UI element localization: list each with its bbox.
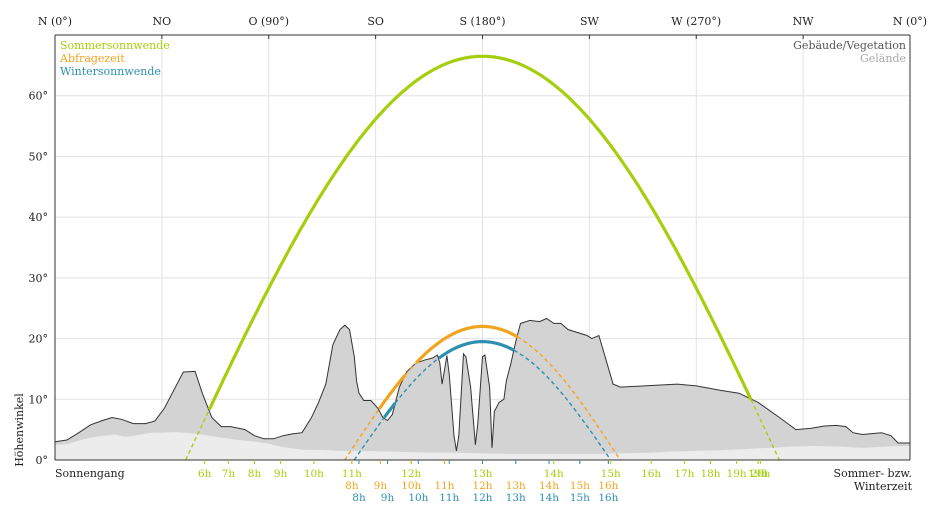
legend-obstacle-entry: Gebäude/Vegetation [793,39,906,52]
query-hour-label: 8h [345,480,359,492]
x-tick-label: SW [580,15,600,28]
y-tick-label: 50° [29,150,49,163]
time-mode-label-line2: Winterzeit [854,480,913,493]
query-hour-label: 12h [472,480,492,492]
summer-hour-label: 12h [401,468,421,480]
axes: N (0°) NO O (90°) SO S (180°) SW W (270°) NW N (… [29,15,928,467]
summer-hour-label: 6h [198,468,212,480]
query-sun-path-visible [377,373,407,410]
x-tick-label: N (0°) [893,15,927,28]
summer-hour-label: 7h [222,468,236,480]
summer-hour-label: 11h [342,468,362,480]
query-hour-label: 11h [434,480,454,492]
y-tick-label: 0° [36,454,49,467]
summer-hour-label: 19h [748,468,768,480]
sonnengang-label: Sonnengang [55,467,125,480]
query-sun-path-hidden [344,408,380,461]
summer-hour-label: 15h [601,468,621,480]
query-hour-label: 16h [598,480,618,492]
summer-sun-path-hidden [750,399,781,461]
winter-hour-label: 13h [506,492,526,504]
legend-entry: Abfragezeit [59,52,125,65]
sun-curves [184,54,781,461]
winter-hour-label: 12h [472,492,492,504]
y-axis-label: Höhenwinkel [13,393,26,467]
y-tick-label: 10° [29,393,49,406]
x-tick-label: SO [367,15,384,28]
winter-sun-path-hidden [353,416,385,461]
query-hour-label: 10h [401,480,421,492]
summer-hour-label: 20h [750,468,770,480]
x-tick-label: S (180°) [459,15,505,28]
summer-hour-label: 17h [674,468,694,480]
query-hour-label: 15h [570,480,590,492]
y-tick-label: 40° [29,211,49,224]
summer-hour-label: 14h [544,468,564,480]
buildings-vegetation-outline [54,317,910,451]
winter-hour-label: 11h [439,492,459,504]
winter-hour-label: 10h [408,492,428,504]
y-tick-label: 60° [29,90,49,103]
buildings-vegetation-area [55,318,910,460]
query-sun-path-visible [415,324,519,364]
winter-sun-path-visible [383,401,397,419]
x-tick-label: NO [153,15,172,28]
legend-obstacle-entry: Gelände [860,52,906,65]
grid [54,35,911,460]
query-sun-path-hidden [517,336,621,461]
time-mode-label-line1: Sommer- bzw. [834,467,912,480]
winter-hour-label: 9h [381,492,395,504]
legend: SommersonnwendeAbfragezeitWintersonnwend… [59,39,906,78]
query-sun-path-hidden [404,362,417,376]
winter-sun-path-visible [437,340,515,360]
legend-entry: Wintersonnwende [60,65,161,78]
x-tick-label: N (0°) [38,15,72,28]
query-hour-label: 9h [374,480,388,492]
hour-labels: 6h 7h 8h 9h 10h 11h 12h 13h 14h 15h 16h 17h 18h 19h 19… [198,460,771,504]
summer-hour-label: 19h [727,468,747,480]
summer-hour-label: 8h [248,468,262,480]
y-tick-label: 30° [29,272,49,285]
summer-hour-label: 18h [700,468,720,480]
winter-hour-label: 15h [570,492,590,504]
x-tick-label: O (90°) [248,15,289,28]
winter-hour-label: 8h [352,492,366,504]
obstacle-profiles [54,317,910,460]
terrain-area [55,432,910,460]
x-tick-label: W (270°) [671,15,721,28]
summer-sun-path-hidden [184,409,211,461]
y-tick-label: 20° [29,333,49,346]
summer-sun-path-visible [207,54,753,411]
summer-hour-label: 13h [472,468,492,480]
legend-entry: Sommersonnwende [60,39,170,52]
summer-hour-label: 10h [304,468,324,480]
winter-hour-label: 14h [539,492,559,504]
summer-hour-label: 16h [641,468,661,480]
summer-hour-label: 9h [274,468,288,480]
winter-hour-label: 16h [598,492,618,504]
query-hour-label: 13h [506,480,526,492]
winter-sun-path-hidden [513,349,612,461]
query-hour-label: 14h [539,480,559,492]
x-tick-label: NW [793,15,815,28]
